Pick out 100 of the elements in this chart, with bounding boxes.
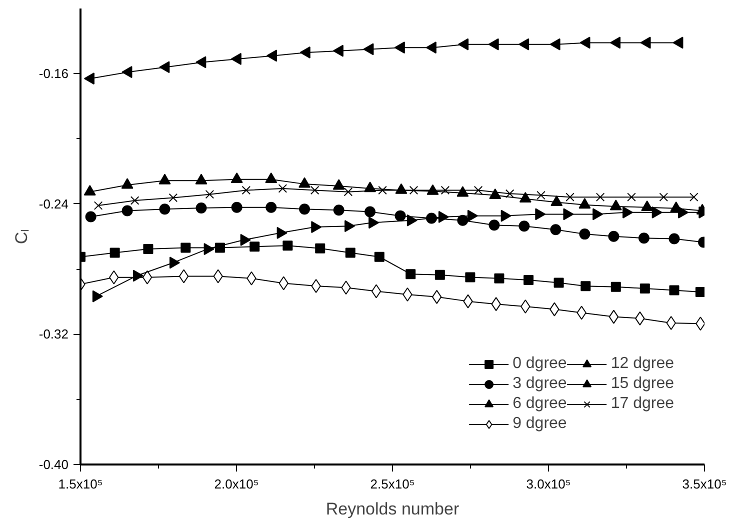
x-tick-label: 1.5x10⁵ (58, 476, 103, 492)
point (94, 201, 103, 210)
point (668, 233, 680, 244)
point (250, 242, 260, 252)
point (121, 178, 134, 189)
point (627, 192, 636, 202)
x-tick-label: 3.0x10⁵ (526, 476, 571, 492)
point (265, 172, 278, 184)
point (578, 198, 591, 209)
point (434, 270, 445, 280)
point (554, 278, 564, 288)
legend-label: 9 dgree (512, 415, 567, 433)
point (310, 186, 320, 195)
y-tick-label: -0.24 (38, 196, 69, 212)
point (672, 36, 684, 49)
point (659, 192, 668, 202)
legend-label: 17 dgree (610, 395, 674, 413)
point (132, 270, 144, 282)
point (364, 206, 376, 218)
point (641, 200, 654, 212)
point (550, 38, 560, 50)
point (230, 172, 243, 184)
point (695, 287, 704, 298)
point (240, 234, 251, 246)
point (196, 202, 207, 214)
legend-label: 15 dgree (610, 375, 674, 393)
point (640, 36, 651, 49)
point (474, 186, 483, 195)
legend-label: 12 dgree (610, 355, 674, 373)
point (169, 256, 180, 269)
x-axis-title: Reynolds number (326, 500, 460, 518)
point (195, 174, 208, 184)
point (596, 192, 605, 202)
point (394, 210, 406, 222)
point (92, 290, 103, 302)
point (467, 210, 478, 222)
point (519, 192, 532, 203)
y-axis-title: Cₗ (12, 228, 31, 244)
point (345, 248, 356, 258)
point (440, 186, 450, 195)
point (465, 272, 476, 282)
point (168, 193, 178, 202)
point (494, 273, 504, 284)
point (214, 242, 225, 253)
point (610, 282, 621, 292)
point (84, 185, 96, 196)
point (159, 204, 170, 215)
legend-label: 3 dgree (512, 375, 567, 393)
point (608, 230, 620, 242)
point (242, 186, 251, 195)
point (690, 192, 698, 202)
point (524, 274, 534, 285)
point (158, 174, 171, 184)
point (406, 269, 416, 280)
point (518, 220, 530, 232)
point (110, 248, 120, 258)
point (406, 214, 418, 226)
point (550, 224, 562, 236)
point (579, 228, 590, 240)
point (580, 281, 591, 292)
point (610, 36, 621, 49)
point (638, 232, 650, 244)
point (178, 269, 189, 284)
point (438, 210, 449, 223)
point (231, 202, 242, 213)
point (566, 192, 574, 202)
point (488, 220, 500, 231)
point (505, 189, 514, 198)
point (409, 186, 418, 195)
point (333, 204, 344, 216)
point (536, 190, 546, 200)
x-tick-label: 3.5x10⁵ (682, 476, 727, 492)
point (85, 211, 96, 222)
y-tick-label: -0.40 (38, 457, 69, 472)
point (298, 177, 311, 188)
point (299, 204, 310, 215)
point (669, 285, 680, 296)
point (371, 284, 382, 298)
point (640, 283, 650, 294)
y-tick-label: -0.16 (38, 66, 69, 82)
point (130, 196, 140, 205)
point (610, 200, 622, 210)
point (378, 186, 387, 195)
point (580, 36, 590, 49)
point (205, 190, 214, 199)
point (122, 205, 133, 216)
point (282, 240, 293, 251)
point (142, 270, 152, 284)
point (457, 214, 468, 226)
point (608, 310, 619, 324)
point (266, 202, 277, 213)
point (276, 226, 288, 239)
y-tick-label: -0.32 (38, 326, 69, 342)
point (315, 243, 326, 254)
point (278, 184, 288, 193)
point (518, 38, 530, 50)
x-tick-label: 2.5x10⁵ (370, 476, 415, 492)
legend-label: 0 dgree (512, 355, 567, 373)
point (374, 252, 384, 262)
point (432, 290, 442, 304)
